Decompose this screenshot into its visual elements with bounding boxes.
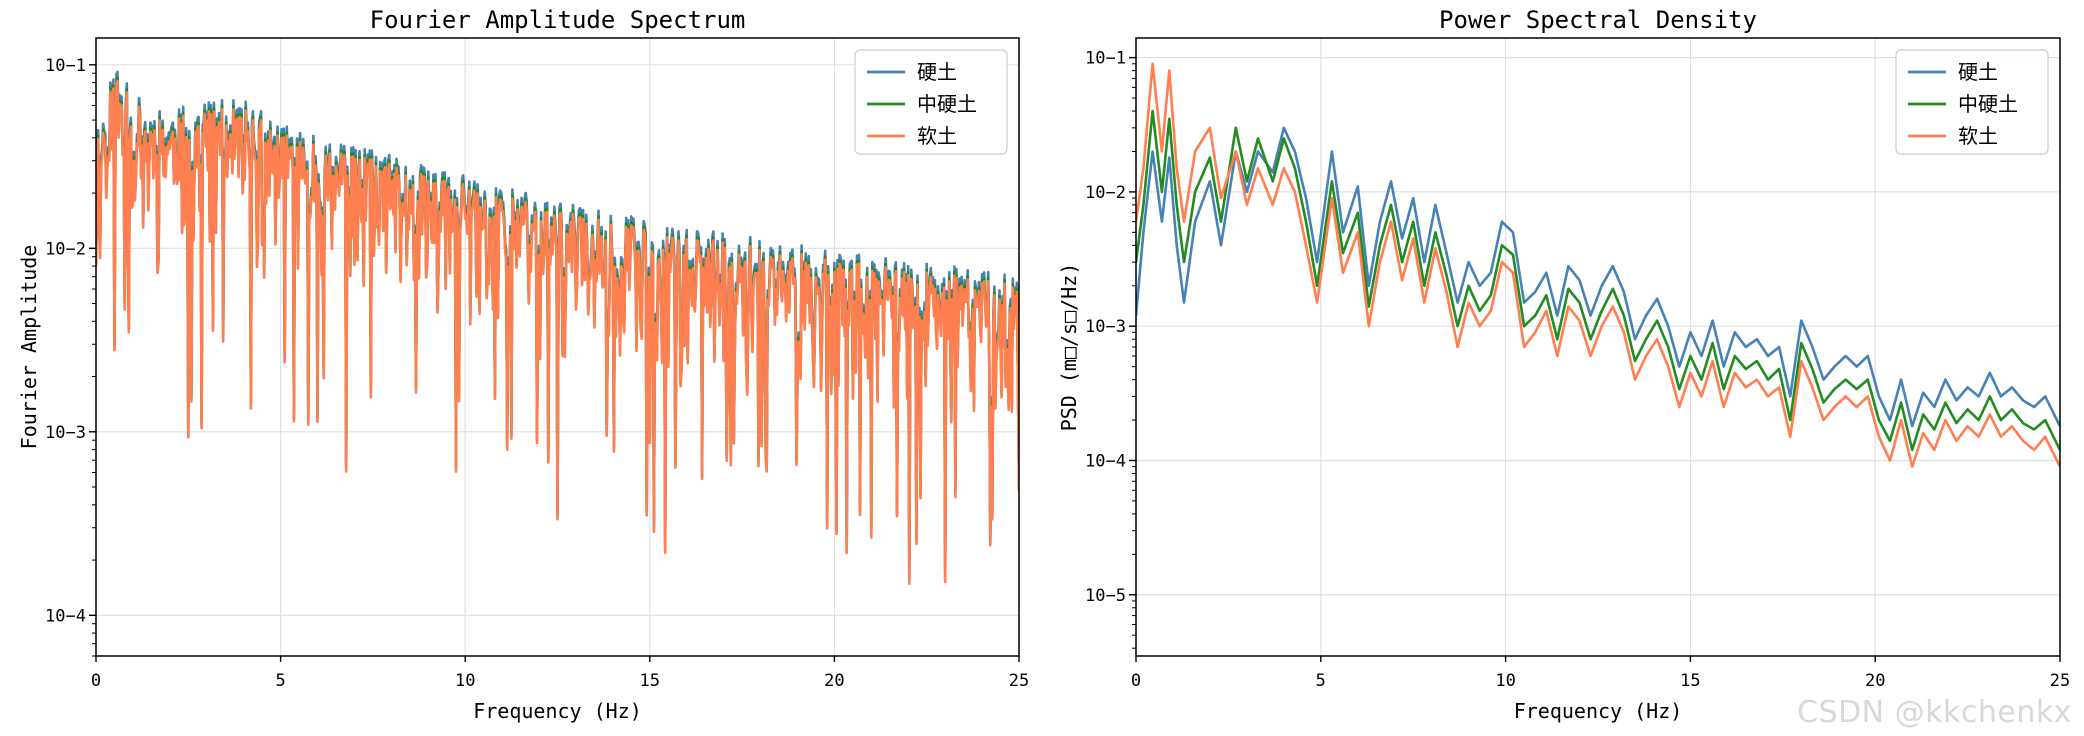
y-axis: 10−1 10−2 10−3 10−4 — [45, 56, 96, 657]
x-tick-label: 15 — [1680, 671, 1700, 691]
y-tick-label: 10−5 — [1085, 586, 1126, 606]
series-line-3 — [1136, 62, 2060, 468]
axes-frame — [95, 37, 1020, 657]
y-axis-label: Fourier Amplitude — [17, 245, 41, 450]
x-tick-label: 10 — [455, 671, 475, 691]
chart-panel-2: 0 5 10 15 20 25 10−1 10−2 10−3 10−4 10−5 Power Spec… — [1057, 6, 2070, 723]
y-tick-label: 10−1 — [1085, 49, 1126, 69]
series-lines — [1136, 62, 2060, 468]
chart-title: Fourier Amplitude Spectrum — [370, 6, 746, 34]
chart-panel-1: 0 5 10 15 20 25 10−1 10−2 10−3 10−4 Fourier Amplit… — [17, 6, 1029, 723]
legend-label-2: 中硬土 — [1958, 92, 2018, 116]
legend-box — [854, 49, 1008, 155]
y-tick-label: 10−2 — [45, 239, 86, 259]
y-tick-label: 10−3 — [45, 423, 86, 443]
x-axis: 0 5 10 15 20 25 — [1131, 656, 2070, 691]
x-axis-label: Frequency (Hz) — [473, 699, 642, 723]
series-line-2 — [1136, 109, 2060, 452]
y-tick-label: 10−4 — [1085, 451, 1126, 471]
x-tick-label: 25 — [1009, 671, 1029, 691]
y-tick-label: 10−4 — [45, 606, 86, 626]
x-tick-label: 20 — [1865, 671, 1885, 691]
legend-label-1: 硬土 — [1958, 60, 1998, 84]
series-line-3 — [96, 79, 1019, 585]
legend-label-1: 硬土 — [917, 60, 957, 84]
chart-title: Power Spectral Density — [1439, 6, 1757, 34]
legend-label-3: 软土 — [917, 124, 957, 148]
x-tick-label: 5 — [275, 671, 285, 691]
x-axis-label: Frequency (Hz) — [1514, 699, 1683, 723]
y-tick-label: 10−2 — [1085, 183, 1126, 203]
y-tick-label: 10−3 — [1085, 317, 1126, 337]
legend-box — [1895, 49, 2049, 155]
legend-label-3: 软土 — [1958, 124, 1998, 148]
x-tick-label: 5 — [1316, 671, 1326, 691]
y-tick-label: 10−1 — [45, 56, 86, 76]
x-tick-label: 0 — [91, 671, 101, 691]
x-tick-label: 25 — [2050, 671, 2070, 691]
x-tick-label: 0 — [1131, 671, 1141, 691]
legend-label-2: 中硬土 — [917, 92, 977, 116]
x-tick-label: 15 — [640, 671, 660, 691]
y-axis: 10−1 10−2 10−3 10−4 10−5 — [1085, 49, 1136, 649]
watermark: CSDN @kkchenkx — [1797, 695, 2072, 730]
x-tick-label: 10 — [1495, 671, 1515, 691]
series-lines — [96, 70, 1019, 585]
x-tick-label: 20 — [824, 671, 844, 691]
x-axis: 0 5 10 15 20 25 — [91, 656, 1029, 691]
y-axis-label: PSD (m□/s□/Hz) — [1057, 263, 1081, 432]
series-line-1 — [1136, 126, 2060, 428]
